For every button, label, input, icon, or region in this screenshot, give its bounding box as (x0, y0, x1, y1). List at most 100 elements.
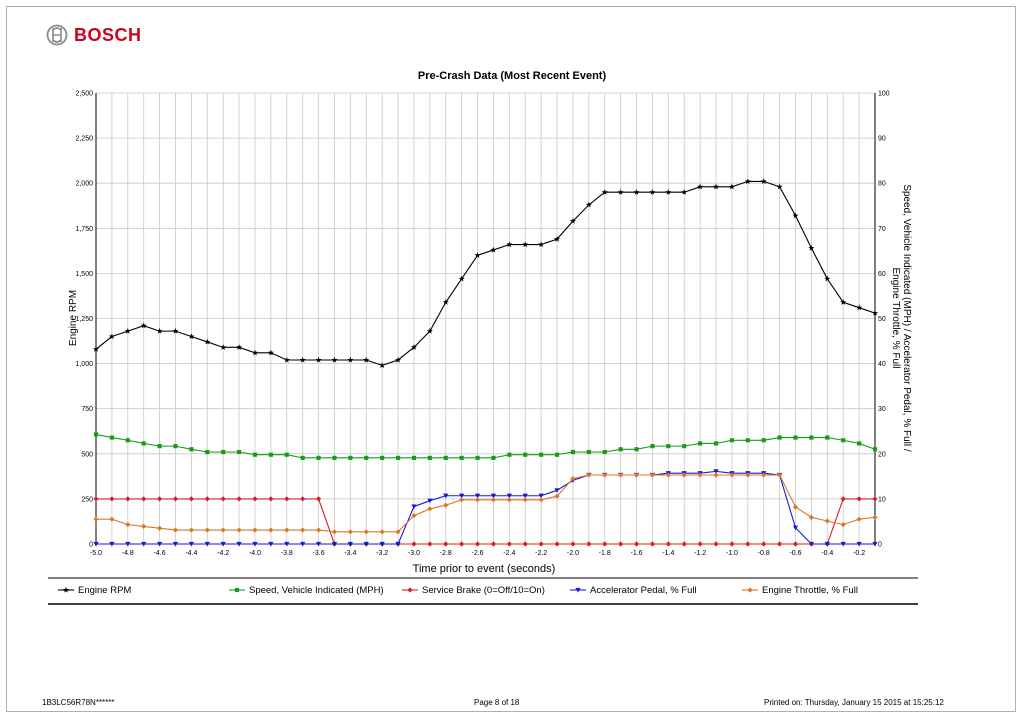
data-point-brake (300, 496, 306, 502)
y-left-tick-label: 1,250 (75, 316, 93, 323)
data-point-rpm (569, 217, 576, 224)
data-point-rpm (379, 362, 386, 368)
data-point-brake (649, 541, 656, 547)
data-point-pedal (268, 541, 274, 547)
series-line-brake (96, 498, 875, 545)
data-point-brake (490, 541, 497, 547)
data-point-brake (427, 541, 433, 547)
data-point-brake (586, 541, 592, 547)
data-point-speed (380, 455, 385, 460)
data-point-speed (872, 447, 878, 452)
data-point-throttle (125, 522, 131, 528)
data-point-rpm (315, 356, 322, 363)
data-point-rpm (856, 304, 863, 311)
x-tick-label: -2.6 (472, 550, 484, 557)
data-point-pedal (872, 541, 878, 547)
x-tick-label: -0.4 (821, 550, 833, 557)
data-point-brake (840, 496, 846, 502)
data-point-rpm (442, 299, 449, 305)
data-point-brake (777, 541, 783, 547)
data-point-throttle (300, 527, 306, 533)
data-point-pedal (490, 493, 497, 499)
data-point-rpm (792, 212, 799, 219)
data-point-rpm (697, 183, 704, 190)
data-point-pedal (315, 541, 322, 547)
y-left-tick-label: 2,000 (75, 181, 93, 188)
bosch-logo: BOSCH (46, 24, 142, 46)
data-point-throttle (792, 504, 799, 510)
data-point-speed (125, 438, 130, 443)
data-point-speed (443, 455, 448, 460)
footer-page-number: Page 8 of 18 (474, 698, 520, 707)
data-point-rpm (649, 189, 656, 195)
data-point-throttle (713, 472, 719, 478)
data-point-speed (300, 455, 305, 460)
data-point-pedal (172, 541, 179, 547)
x-tick-label: -1.8 (599, 550, 611, 557)
data-point-rpm (840, 299, 847, 305)
data-point-rpm (251, 349, 259, 356)
data-point-throttle (872, 514, 878, 520)
data-point-throttle (172, 527, 179, 533)
data-point-throttle (777, 472, 783, 478)
data-point-throttle (395, 529, 401, 535)
data-point-speed (666, 444, 671, 449)
x-tick-label: -1.2 (694, 550, 706, 557)
data-point-pedal (363, 541, 369, 547)
data-point-brake (538, 541, 544, 547)
data-point-throttle (236, 527, 242, 533)
data-point-rpm (522, 241, 529, 248)
data-point-rpm (633, 189, 640, 195)
y-right-tick-label: 30 (878, 406, 886, 413)
chart-title: Pre-Crash Data (Most Recent Event) (418, 70, 607, 82)
data-point-brake (856, 496, 862, 502)
data-point-rpm (299, 356, 306, 363)
data-point-brake (315, 496, 322, 502)
data-point-pedal (93, 541, 99, 547)
data-point-throttle (109, 516, 115, 522)
data-point-pedal (808, 541, 815, 547)
data-point-brake (506, 541, 512, 547)
data-point-throttle (506, 497, 512, 503)
x-tick-label: -4.6 (154, 550, 166, 557)
data-point-pedal (411, 504, 417, 510)
data-point-rpm (554, 235, 561, 242)
data-point-speed (713, 441, 719, 446)
x-tick-label: -0.2 (853, 550, 865, 557)
data-point-throttle (808, 514, 815, 520)
footer-printed: Printed on: Thursday, January 15 2015 at… (764, 698, 944, 707)
data-point-rpm (140, 322, 147, 329)
data-point-rpm (204, 338, 211, 345)
data-point-pedal (427, 498, 433, 504)
data-point-throttle (824, 518, 830, 524)
data-point-brake (459, 541, 465, 547)
data-point-rpm (871, 309, 879, 316)
data-point-speed (173, 444, 178, 449)
data-point-rpm (665, 189, 672, 195)
data-point-throttle (697, 472, 703, 478)
data-point-brake (792, 541, 799, 547)
report-page (6, 6, 1016, 712)
data-point-brake (125, 496, 131, 502)
data-point-speed (841, 438, 846, 443)
data-point-throttle (156, 525, 163, 531)
data-point-throttle (443, 502, 449, 508)
data-point-throttle (284, 527, 290, 533)
data-point-pedal (284, 541, 290, 547)
data-point-speed (252, 452, 258, 457)
data-point-throttle (522, 497, 528, 503)
y-right-tick-label: 70 (878, 226, 886, 233)
x-tick-label: -0.8 (758, 550, 770, 557)
data-point-speed (268, 452, 273, 457)
x-tick-label: -5.0 (90, 550, 102, 557)
y-left-tick-label: 250 (81, 496, 93, 503)
brand-name: BOSCH (74, 24, 142, 45)
data-point-speed (221, 449, 226, 455)
x-tick-label: -3.8 (281, 550, 293, 557)
data-point-rpm (776, 183, 783, 190)
y-left-tick-label: 2,250 (75, 136, 93, 143)
x-tick-label: -0.6 (789, 550, 801, 557)
data-point-speed (395, 455, 401, 460)
data-point-throttle (459, 497, 465, 503)
